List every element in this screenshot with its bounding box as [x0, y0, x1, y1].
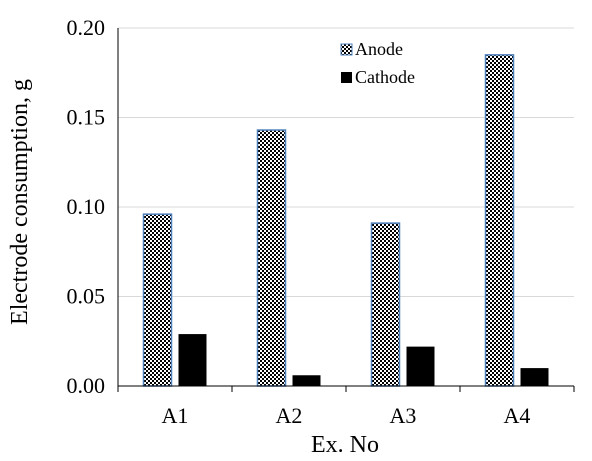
- x-tick-label-a4: A4: [504, 403, 531, 428]
- x-tick-label-a1: A1: [162, 403, 189, 428]
- axes: [117, 28, 575, 392]
- legend-label-anode: Anode: [355, 39, 403, 59]
- legend-label-cathode: Cathode: [355, 67, 415, 87]
- bar-anode-a3: [370, 222, 401, 387]
- bar-cathode-a3: [406, 346, 435, 386]
- legend-swatch-anode: [340, 43, 353, 56]
- legend: Anode Cathode: [340, 39, 415, 87]
- tick-labels: 0.00 0.05 0.10 0.15 0.20 A1 A2 A3 A4: [67, 15, 531, 428]
- y-axis-title: Electrode consumption, g: [7, 79, 33, 325]
- y-tick-label-4: 0.20: [67, 15, 106, 40]
- x-axis-title: Ex. No: [311, 432, 379, 458]
- x-tick-label-a3: A3: [390, 403, 417, 428]
- bar-anode-a1: [142, 213, 173, 387]
- y-tick-label-2: 0.10: [67, 194, 106, 219]
- legend-swatch-cathode: [341, 72, 352, 83]
- y-tick-label-1: 0.05: [67, 284, 106, 309]
- bar-anode-a2: [256, 129, 287, 387]
- bars: [142, 54, 549, 387]
- bar-cathode-a1: [178, 334, 207, 386]
- bar-cathode-a2: [292, 375, 321, 386]
- y-tick-label-0: 0.00: [67, 373, 106, 398]
- y-tick-label-3: 0.15: [67, 105, 106, 130]
- x-tick-label-a2: A2: [276, 403, 303, 428]
- bar-cathode-a4: [520, 368, 549, 386]
- bar-anode-a4: [484, 54, 515, 387]
